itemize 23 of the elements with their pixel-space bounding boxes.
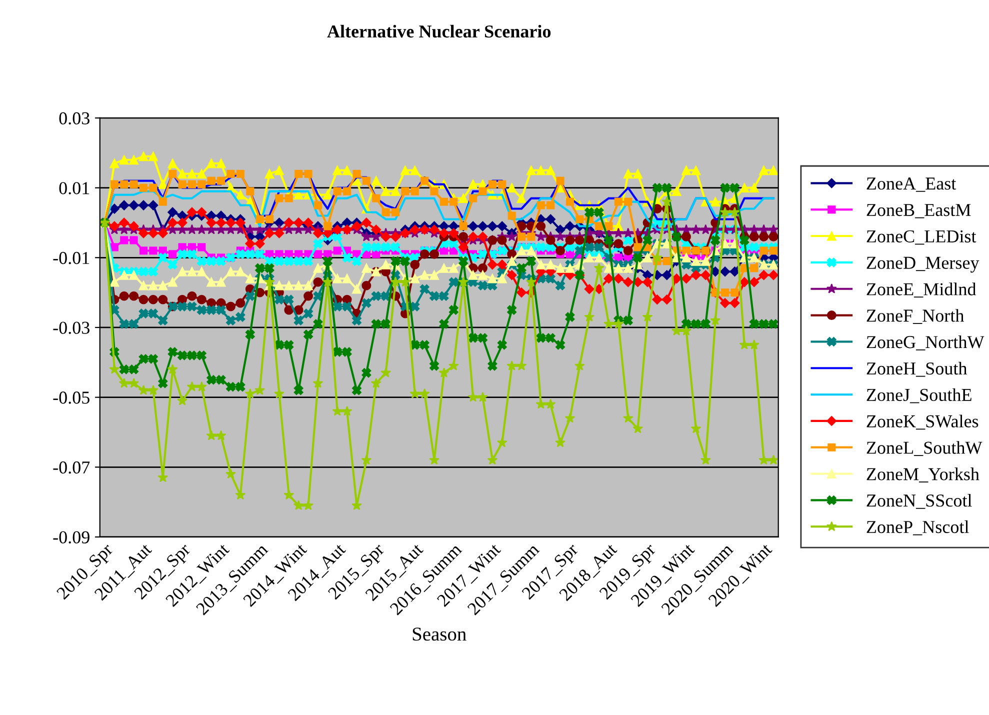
legend-label: ZoneN_SScotl — [866, 494, 972, 509]
legend-label: ZoneM_Yorksh — [866, 468, 980, 482]
legend-label: ZoneE_Midlnd — [866, 282, 976, 298]
y-tick-label: 0.01 — [59, 182, 90, 194]
legend-label: ZoneL_SouthW — [866, 441, 982, 456]
legend-label: ZoneJ_SouthE — [866, 388, 972, 404]
y-tick-label: 0.03 — [59, 112, 90, 124]
legend-label: ZoneG_NorthW — [866, 335, 984, 350]
y-tick-label: -0.01 — [53, 252, 90, 264]
legend-label: ZoneP_Nscotl — [866, 520, 969, 536]
y-tick-label: -0.09 — [53, 531, 90, 544]
chart-title: Alternative Nuclear Scenario — [327, 24, 551, 38]
y-tick-label: -0.05 — [53, 392, 90, 404]
legend-label: ZoneC_LEDist — [866, 230, 976, 245]
y-tick-label: -0.07 — [53, 461, 90, 474]
y-tick-label: -0.03 — [53, 322, 90, 334]
legend-label: ZoneK_SWales — [866, 414, 978, 430]
legend-label: ZoneA_East — [866, 178, 956, 192]
legend-label: ZoneF_North — [866, 309, 964, 324]
legend-label: ZoneH_South — [866, 362, 968, 377]
legend-label: ZoneD_Mersey — [866, 256, 980, 273]
legend-label: ZoneB_EastM — [866, 204, 971, 218]
x-axis-title: Season — [412, 628, 466, 641]
